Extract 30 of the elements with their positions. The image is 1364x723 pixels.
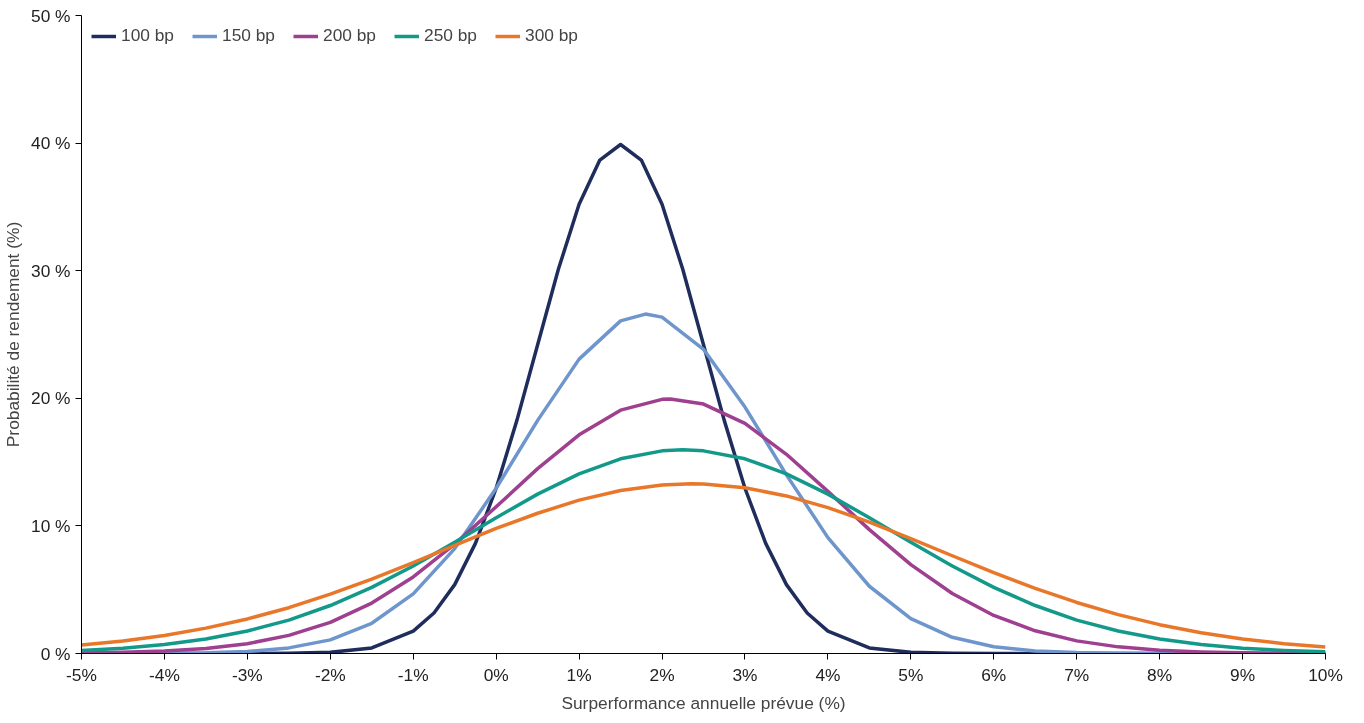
line-series: [81, 482, 1326, 649]
x-tick-label: -4%: [149, 664, 180, 685]
x-tick-label: 7%: [1064, 664, 1090, 685]
x-tick-label: -3%: [231, 664, 263, 685]
x-tick-label: 4%: [815, 664, 841, 685]
x-tick-label: 2%: [649, 664, 675, 685]
x-tick-label: -5%: [66, 664, 97, 685]
y-tick-label: 40 %: [31, 133, 71, 154]
x-tick-label: 5%: [898, 664, 924, 685]
legend-label: 200 bp: [323, 25, 376, 46]
y-tick-label: 20 %: [31, 388, 71, 409]
x-tick-label: 1%: [566, 664, 592, 685]
legend-label: 250 bp: [424, 25, 477, 46]
x-tick-label: 8%: [1147, 664, 1173, 685]
y-tick-label: 10 %: [31, 515, 71, 536]
x-tick-label: 6%: [981, 664, 1007, 685]
y-tick-label: 0 %: [40, 643, 71, 664]
x-tick-label: 9%: [1230, 664, 1256, 685]
x-tick-label: 0%: [483, 664, 509, 685]
x-tick-label: 3%: [732, 664, 758, 685]
y-tick-label: 50 %: [31, 5, 71, 26]
x-axis-title: Surperformance annuelle prévue (%): [561, 692, 846, 713]
x-tick-label: -2%: [314, 664, 346, 685]
y-tick-label: 30 %: [31, 260, 71, 281]
legend-label: 100 bp: [121, 25, 174, 46]
legend-label: 300 bp: [525, 25, 578, 46]
x-tick-label: 10%: [1308, 664, 1343, 685]
x-tick-label: -1%: [397, 664, 429, 685]
legend-label: 150 bp: [222, 25, 275, 46]
y-axis-title: Probabilité de rendement (%): [3, 221, 23, 448]
